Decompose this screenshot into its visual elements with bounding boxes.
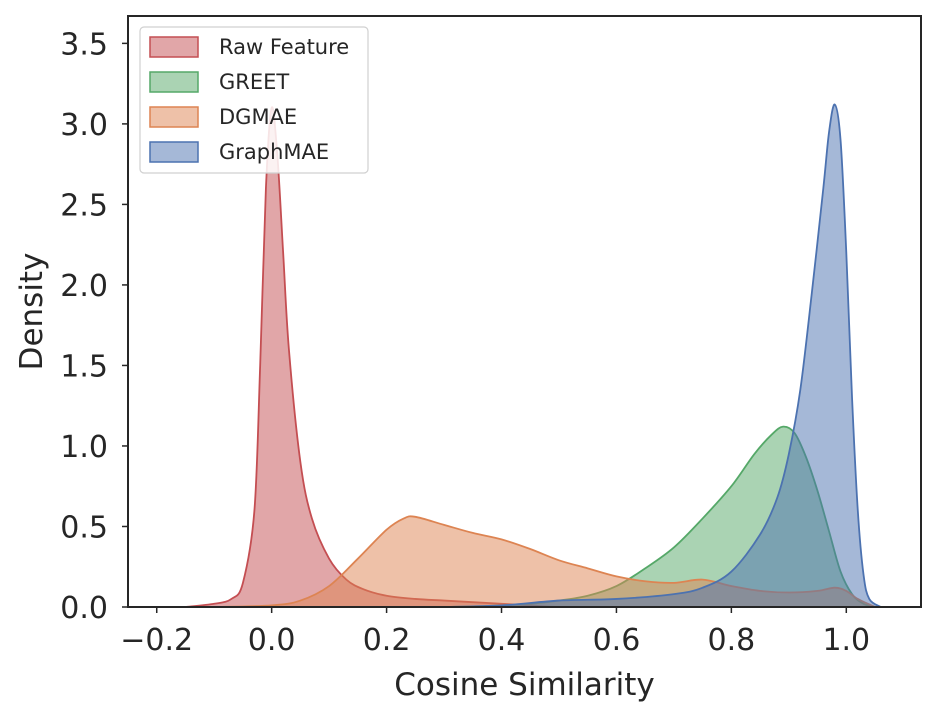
y-tick-label: 2.5: [60, 188, 108, 223]
x-tick-label: 1.0: [822, 623, 870, 658]
series-areas: [185, 103, 882, 608]
legend-label-greet: GREET: [219, 70, 289, 94]
y-tick-label: 2.0: [60, 269, 108, 304]
x-tick-label: 0.6: [593, 623, 641, 658]
legend-box: [139, 26, 369, 174]
y-tick-label: 1.5: [60, 349, 108, 384]
area-raw-feature: [185, 107, 847, 608]
x-axis-ticks: −0.2 0.0 0.2 0.4 0.6 0.8 1.0: [120, 607, 870, 658]
y-axis-ticks: 0.0 0.5 1.0 1.5 2.0 2.5 3.0 3.5: [60, 27, 128, 626]
y-axis-title: Density: [14, 253, 50, 371]
x-tick-label: 0.2: [363, 623, 411, 658]
x-axis-title: Cosine Similarity: [394, 667, 655, 703]
legend-label-dgmae: DGMAE: [219, 105, 297, 129]
x-tick-label: 0.8: [708, 623, 756, 658]
y-tick-label: 3.5: [60, 27, 108, 62]
y-tick-label: 1.0: [60, 430, 108, 465]
x-tick-label: −0.2: [120, 623, 193, 658]
legend-swatch-graphmae: [149, 141, 199, 163]
legend-swatch-greet: [149, 71, 199, 93]
x-tick-label: 0.0: [248, 623, 296, 658]
legend-swatch-raw-feature: [149, 36, 199, 58]
y-tick-label: 0.5: [60, 510, 108, 545]
x-tick-label: 0.4: [478, 623, 526, 658]
legend-label-raw-feature: Raw Feature: [219, 35, 349, 59]
plot-frame: [127, 15, 922, 608]
legend: Raw Feature GREET DGMAE GraphMAE: [139, 26, 369, 174]
y-tick-label: 0.0: [60, 591, 108, 626]
line-graphmae: [444, 103, 882, 608]
legend-swatch-dgmae: [149, 106, 199, 128]
y-tick-label: 3.0: [60, 108, 108, 143]
area-graphmae: [444, 104, 881, 607]
legend-label-graphmae: GraphMAE: [219, 140, 329, 164]
